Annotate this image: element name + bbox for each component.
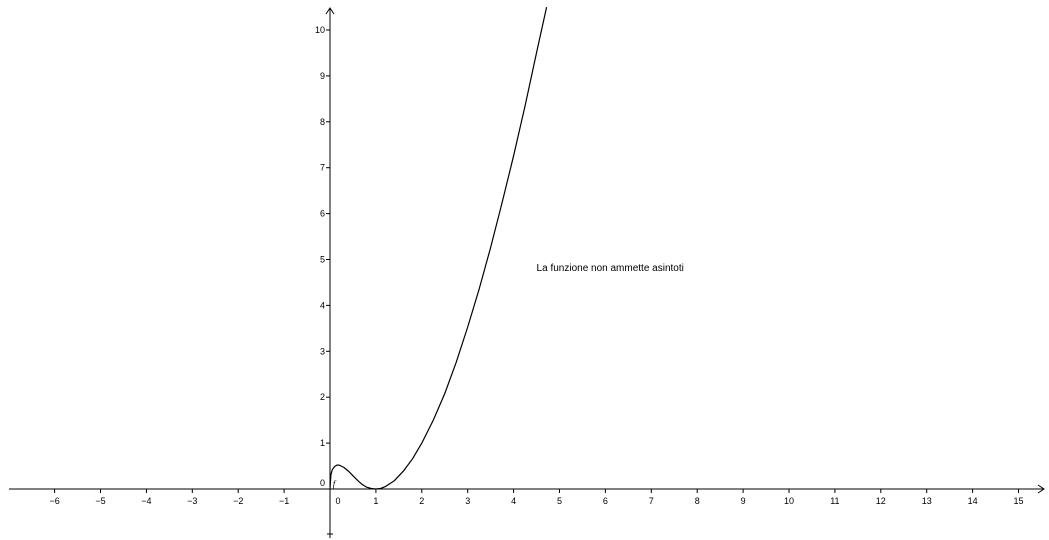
y-tick-label: 10 [315, 25, 325, 35]
x-tick-label: −5 [95, 496, 105, 506]
y-tick-label: 0 [320, 478, 325, 488]
x-tick-label: 12 [876, 496, 886, 506]
arrow-up-icon [325, 7, 335, 15]
x-tick-label: 0 [335, 496, 340, 506]
x-tick-label: 9 [741, 496, 746, 506]
x-tick-label: −3 [187, 496, 197, 506]
x-tick-label: 2 [419, 496, 424, 506]
annotation-text: La funzione non ammette asintoti [537, 263, 684, 274]
x-tick-label: −2 [233, 496, 243, 506]
x-axis-ticks: −6 −5 −4 −3 −2 −1 0 1 2 3 4 5 6 7 8 9 10 11 12 13 14 15 [49, 489, 1024, 506]
x-tick-label: 5 [557, 496, 562, 506]
series-line-f[interactable] [329, 6, 548, 490]
x-tick-label: 1 [373, 496, 378, 506]
axes [9, 7, 1045, 538]
x-tick-label: −6 [49, 496, 59, 506]
x-tick-label: 6 [603, 496, 608, 506]
x-tick-label: 4 [511, 496, 516, 506]
series-layer[interactable]: f [329, 6, 548, 490]
y-tick-label: 1 [320, 438, 325, 448]
x-tick-label: −4 [141, 496, 151, 506]
y-tick-label: 6 [320, 209, 325, 219]
arrow-right-icon [1037, 484, 1045, 494]
y-tick-label: 7 [320, 163, 325, 173]
x-tick-label: 3 [465, 496, 470, 506]
x-tick-label: 10 [784, 496, 794, 506]
annotation-layer: La funzione non ammette asintoti [537, 263, 684, 274]
y-tick-label: 3 [320, 346, 325, 356]
x-tick-label: −1 [279, 496, 289, 506]
y-tick-label: 9 [320, 71, 325, 81]
y-tick-label: 8 [320, 117, 325, 127]
x-tick-label: 15 [1013, 496, 1023, 506]
y-tick-label: 5 [320, 255, 325, 265]
y-tick-label: 4 [320, 300, 325, 310]
y-tick-label: 2 [320, 392, 325, 402]
x-tick-label: 7 [649, 496, 654, 506]
x-tick-label: 8 [695, 496, 700, 506]
x-tick-label: 11 [830, 496, 839, 506]
x-tick-label: 13 [922, 496, 932, 506]
series-label-f: f [333, 479, 337, 489]
x-tick-label: 14 [968, 496, 978, 506]
y-axis-ticks: 0 1 2 3 4 5 6 7 8 9 10 [315, 25, 330, 488]
